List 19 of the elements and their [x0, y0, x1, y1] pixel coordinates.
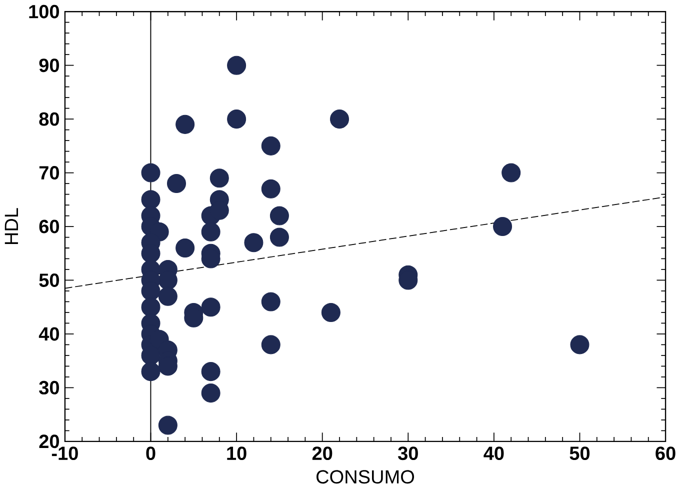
y-tick-label: 80	[39, 112, 60, 126]
y-tick-label: 50	[39, 273, 60, 287]
y-axis-title: HDL	[4, 208, 18, 244]
x-tick-label: 10	[227, 446, 246, 460]
x-tick-label: 20	[312, 446, 332, 460]
y-tick-label: 20	[39, 434, 60, 448]
x-axis-title: CONSUMO	[316, 470, 414, 484]
y-tick-label: 40	[38, 326, 60, 340]
y-tick-label: 30	[39, 380, 60, 394]
x-tick-label: 30	[398, 446, 418, 460]
y-tick-label: 90	[39, 58, 60, 72]
y-tick-label: 60	[39, 220, 60, 234]
x-tick-label: -10	[52, 446, 78, 460]
y-tick-label: 100	[29, 4, 59, 18]
x-tick-label: 40	[484, 446, 504, 460]
x-tick-label: 50	[570, 446, 590, 460]
x-tick-label: 60	[656, 446, 676, 460]
x-tick-label: 0	[146, 446, 156, 460]
y-tick-label: 70	[39, 166, 60, 180]
